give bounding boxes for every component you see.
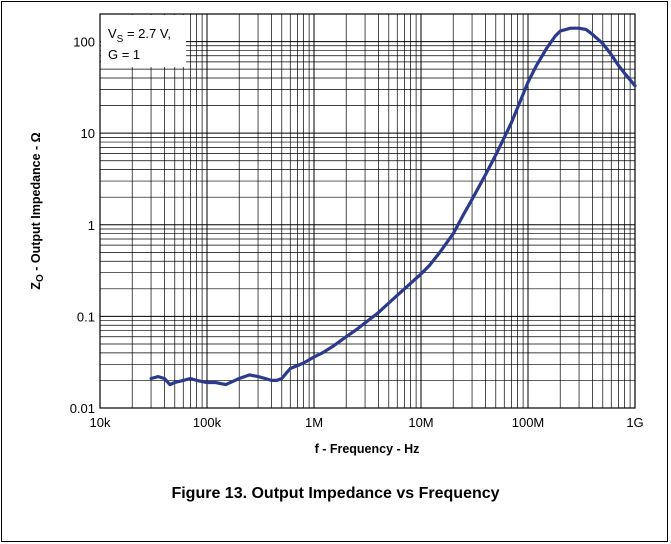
- tick-labels: 10k 100k 1M 10M 100M 1G 0.01 0.1 1 10 100: [70, 35, 644, 430]
- annotation-line-1: VS = 2.7 V,: [108, 26, 171, 45]
- y-tick-label: 0.01: [70, 401, 95, 416]
- x-tick-label: 1G: [626, 415, 643, 430]
- x-tick-label: 10k: [90, 415, 111, 430]
- plot-border: [99, 13, 636, 409]
- impedance-series-line: [149, 26, 637, 387]
- x-axis-title: f - Frequency - Hz: [315, 442, 420, 456]
- series: [149, 26, 637, 387]
- y-tick-label: 1: [88, 218, 95, 233]
- x-tick-label: 10M: [408, 415, 433, 430]
- annotation-background: [101, 15, 186, 67]
- y-tick-label: 10: [81, 126, 95, 141]
- y-tick-label: 0.1: [77, 309, 95, 324]
- grid: [100, 14, 635, 408]
- annotation-line-2: G = 1: [108, 47, 140, 62]
- figure-caption: Figure 13. Output Impedance vs Frequency: [171, 485, 500, 502]
- x-tick-label: 1M: [305, 415, 323, 430]
- x-tick-label: 100M: [512, 415, 545, 430]
- x-tick-label: 100k: [193, 415, 222, 430]
- y-tick-label: 100: [73, 35, 95, 50]
- annotation-box: VS = 2.7 V, G = 1: [101, 15, 186, 67]
- y-axis-title: ZO - Output Impedance - Ω: [29, 132, 46, 289]
